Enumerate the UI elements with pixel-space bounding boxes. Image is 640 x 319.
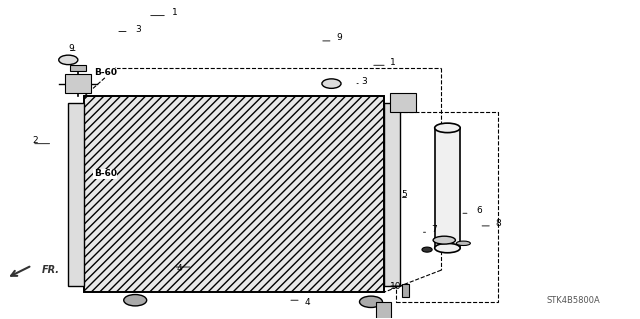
Text: 6: 6 — [476, 206, 482, 215]
Text: B-60: B-60 — [94, 68, 116, 77]
Bar — [84, 96, 384, 292]
Bar — [84, 96, 384, 292]
Bar — [376, 302, 392, 319]
Bar — [384, 103, 399, 286]
Text: 2: 2 — [32, 136, 38, 145]
Ellipse shape — [435, 123, 460, 133]
Bar — [390, 93, 415, 112]
Text: 5: 5 — [401, 190, 407, 199]
Text: 1: 1 — [390, 58, 396, 67]
Text: 4: 4 — [304, 298, 310, 307]
Ellipse shape — [433, 236, 456, 244]
Bar — [401, 285, 409, 297]
Text: 1: 1 — [172, 8, 178, 17]
Bar — [65, 74, 91, 93]
Text: 4: 4 — [177, 264, 182, 273]
Ellipse shape — [456, 241, 470, 246]
Ellipse shape — [435, 243, 460, 253]
Text: 9: 9 — [68, 44, 74, 53]
Text: 9: 9 — [336, 33, 342, 42]
Text: 7: 7 — [431, 225, 437, 234]
Circle shape — [59, 55, 78, 65]
Circle shape — [322, 79, 341, 88]
Text: STK4B5800A: STK4B5800A — [547, 296, 600, 305]
Bar — [70, 65, 86, 71]
Text: 8: 8 — [495, 219, 501, 228]
Text: FR.: FR. — [42, 265, 60, 275]
Circle shape — [360, 296, 383, 308]
Bar — [68, 103, 84, 286]
Bar — [435, 128, 460, 248]
Text: 3: 3 — [362, 77, 367, 85]
Circle shape — [124, 294, 147, 306]
Circle shape — [422, 247, 432, 252]
Text: 10: 10 — [390, 282, 401, 291]
Text: 3: 3 — [135, 25, 141, 34]
Text: B-60: B-60 — [94, 169, 116, 178]
Bar — [396, 112, 499, 302]
